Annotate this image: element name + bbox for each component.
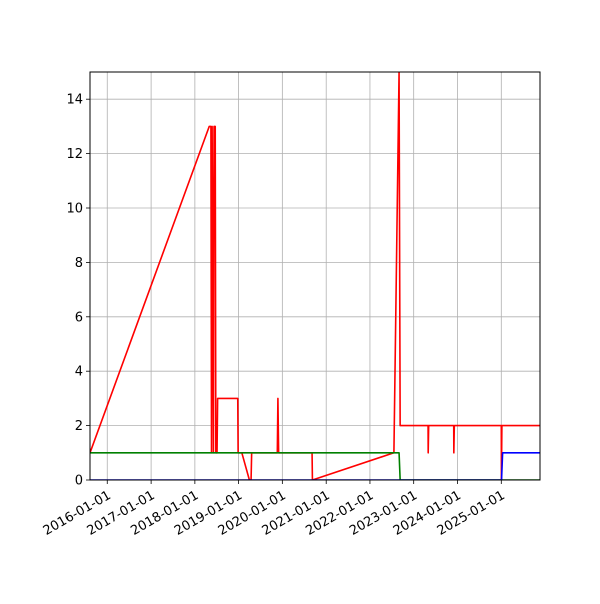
y-tick-label: 10: [66, 202, 83, 217]
y-tick-label: 2: [75, 419, 83, 434]
y-tick-label: 6: [75, 310, 83, 325]
plot-background: [90, 72, 540, 480]
y-tick-label: 8: [75, 256, 83, 271]
plot-frame: [89, 71, 541, 481]
y-tick-label: 12: [66, 147, 83, 162]
y-tick-label: 0: [75, 474, 83, 489]
series-layer: [90, 72, 540, 480]
series-line-3: [90, 451, 540, 480]
y-tick-label: 14: [66, 93, 83, 108]
y-tick-label: 4: [75, 365, 83, 380]
series-line-2: [90, 451, 540, 480]
